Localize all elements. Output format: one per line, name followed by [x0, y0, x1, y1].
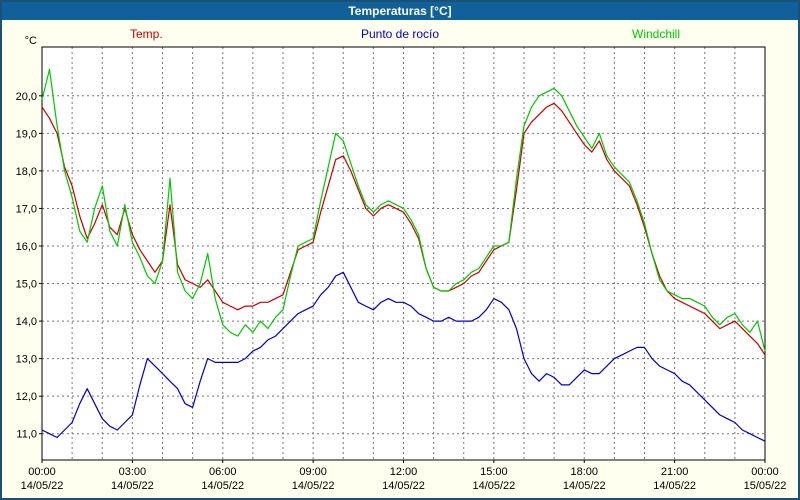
svg-text:20,0: 20,0: [16, 91, 37, 103]
svg-text:14/05/22: 14/05/22: [201, 480, 244, 492]
svg-text:14/05/22: 14/05/22: [292, 480, 335, 492]
svg-text:14/05/22: 14/05/22: [653, 480, 696, 492]
svg-text:15/05/22: 15/05/22: [744, 480, 787, 492]
svg-text:16,0: 16,0: [16, 241, 37, 253]
svg-text:00:00: 00:00: [751, 466, 779, 478]
legend-dewpoint-label: Punto de rocío: [360, 27, 440, 41]
svg-text:11,0: 11,0: [16, 429, 37, 441]
svg-text:14/05/22: 14/05/22: [472, 480, 515, 492]
chart-title: Temperaturas [°C]: [348, 4, 452, 18]
svg-text:18,0: 18,0: [16, 166, 37, 178]
svg-text:14/05/22: 14/05/22: [21, 480, 64, 492]
svg-text:12,0: 12,0: [16, 391, 37, 403]
svg-text:13,0: 13,0: [16, 354, 37, 366]
svg-text:03:00: 03:00: [119, 466, 147, 478]
svg-text:14/05/22: 14/05/22: [563, 480, 606, 492]
svg-text:00:00: 00:00: [28, 466, 56, 478]
svg-text:15:00: 15:00: [480, 466, 508, 478]
svg-text:14/05/22: 14/05/22: [382, 480, 425, 492]
title-bar: Temperaturas [°C]: [2, 2, 798, 20]
svg-text:17,0: 17,0: [16, 203, 37, 215]
legend-temp-label: Temp.: [130, 27, 163, 41]
svg-text:19,0: 19,0: [16, 128, 37, 140]
svg-text:14,0: 14,0: [16, 316, 37, 328]
svg-text:15,0: 15,0: [16, 279, 37, 291]
svg-text:°C: °C: [25, 35, 37, 47]
svg-text:09:00: 09:00: [299, 466, 327, 478]
svg-text:14/05/22: 14/05/22: [111, 480, 154, 492]
svg-text:06:00: 06:00: [209, 466, 237, 478]
svg-text:21:00: 21:00: [661, 466, 689, 478]
legend-windchill-label: Windchill: [632, 27, 681, 41]
svg-text:18:00: 18:00: [570, 466, 598, 478]
svg-text:12:00: 12:00: [390, 466, 418, 478]
